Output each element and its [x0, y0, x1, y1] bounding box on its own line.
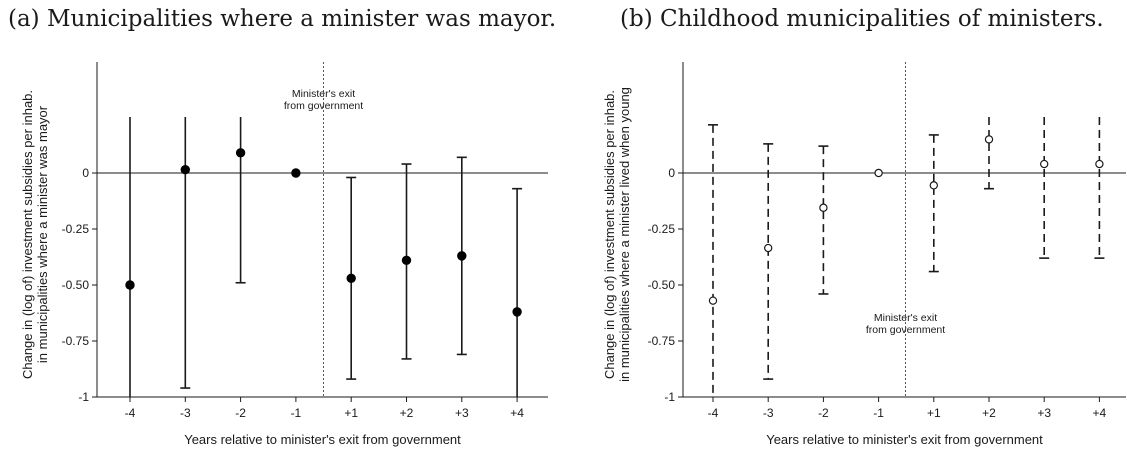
panel-a-x-tick-label: -1	[291, 406, 302, 420]
panel-b-x-tick-label: +3	[1037, 406, 1051, 420]
panel-a-data-point	[291, 168, 301, 178]
panel-b-data-point	[708, 296, 718, 305]
panel-a-x-tick-label: -4	[125, 406, 136, 420]
panel-b-data-point	[819, 203, 828, 212]
panel-b-title: (b) Childhood municipalities of minister…	[620, 6, 1104, 32]
panel-a-data-point	[235, 148, 246, 158]
panel-b-y-tick-label: -0.50	[648, 278, 676, 292]
panel-b-x-tick-label: -2	[818, 406, 829, 420]
panel-b-data-point	[764, 243, 773, 253]
panel-b-x-tick-label: +4	[1093, 406, 1107, 420]
panel-a-data-point	[401, 255, 412, 266]
panel-b-data-point	[1039, 159, 1049, 169]
panel-b-data-point	[1095, 159, 1104, 169]
panel-a-data-point	[457, 251, 467, 261]
panel-a-x-tick-label: +1	[344, 406, 358, 420]
panel-a-data-point	[346, 273, 356, 283]
panel-a-x-tick-label: -2	[235, 406, 246, 420]
panel-a-y-axis-label: in municipalities where a minister was m…	[35, 105, 50, 363]
panel-a-y-tick-label: 0	[82, 166, 89, 180]
panel-a-x-tick-label: +2	[400, 406, 414, 420]
panel-b-x-tick-label: -4	[708, 406, 719, 420]
panel-a-data-point	[125, 280, 135, 290]
panel-b-y-tick-label: -1	[664, 390, 675, 404]
panel-b-exit-annotation: Minister's exit	[874, 312, 937, 324]
panel-b-exit-annotation: from government	[866, 324, 945, 336]
panel-b-x-tick-label: -3	[763, 406, 774, 420]
panel-a-y-tick-label: -1	[78, 390, 89, 404]
panel-b-data-point	[929, 181, 939, 190]
panel-b-data-point	[984, 135, 994, 144]
panel-a-y-tick-label: -0.25	[62, 222, 90, 236]
panel-b-y-tick-label: 0	[668, 166, 675, 180]
panel-a-y-tick-label: -0.75	[62, 334, 90, 348]
panel-a-data-point	[180, 164, 191, 175]
panel-b-y-axis-label: Change in (log of) investment subsidies …	[602, 90, 617, 379]
panel-a-y-axis-label: Change in (log of) investment subsidies …	[20, 90, 35, 379]
panel-b-data-point	[874, 168, 883, 178]
panel-a-x-tick-label: +3	[455, 406, 469, 420]
panel-a-data-point	[512, 307, 522, 317]
panel-b-y-axis-label: in municipalities where a minister lived…	[617, 87, 632, 382]
panel-a-y-tick-label: -0.50	[62, 278, 90, 292]
panel-a-x-axis-label: Years relative to minister's exit from g…	[184, 432, 461, 447]
panel-a-exit-annotation: from government	[284, 100, 363, 112]
panel-a-exit-annotation: Minister's exit	[292, 88, 355, 100]
panel-a-title: (a) Municipalities where a minister was …	[8, 6, 557, 32]
panel-b-x-tick-label: +1	[927, 406, 941, 420]
panel-b-y-tick-label: -0.25	[648, 222, 676, 236]
panel-b-y-tick-label: -0.75	[648, 334, 676, 348]
panel-a-x-tick-label: -3	[180, 406, 191, 420]
panel-b-x-axis-label: Years relative to minister's exit from g…	[766, 432, 1043, 447]
panel-a-chart: 0 -0.25 -0.50 -0.75 -1 -4 -3 -2 -1 +1 +2 +3 +4 Minist…	[20, 62, 548, 447]
panel-a-x-tick-label: +4	[510, 406, 524, 420]
panel-b-x-tick-label: -1	[873, 406, 884, 420]
panel-b-x-tick-label: +2	[982, 406, 996, 420]
